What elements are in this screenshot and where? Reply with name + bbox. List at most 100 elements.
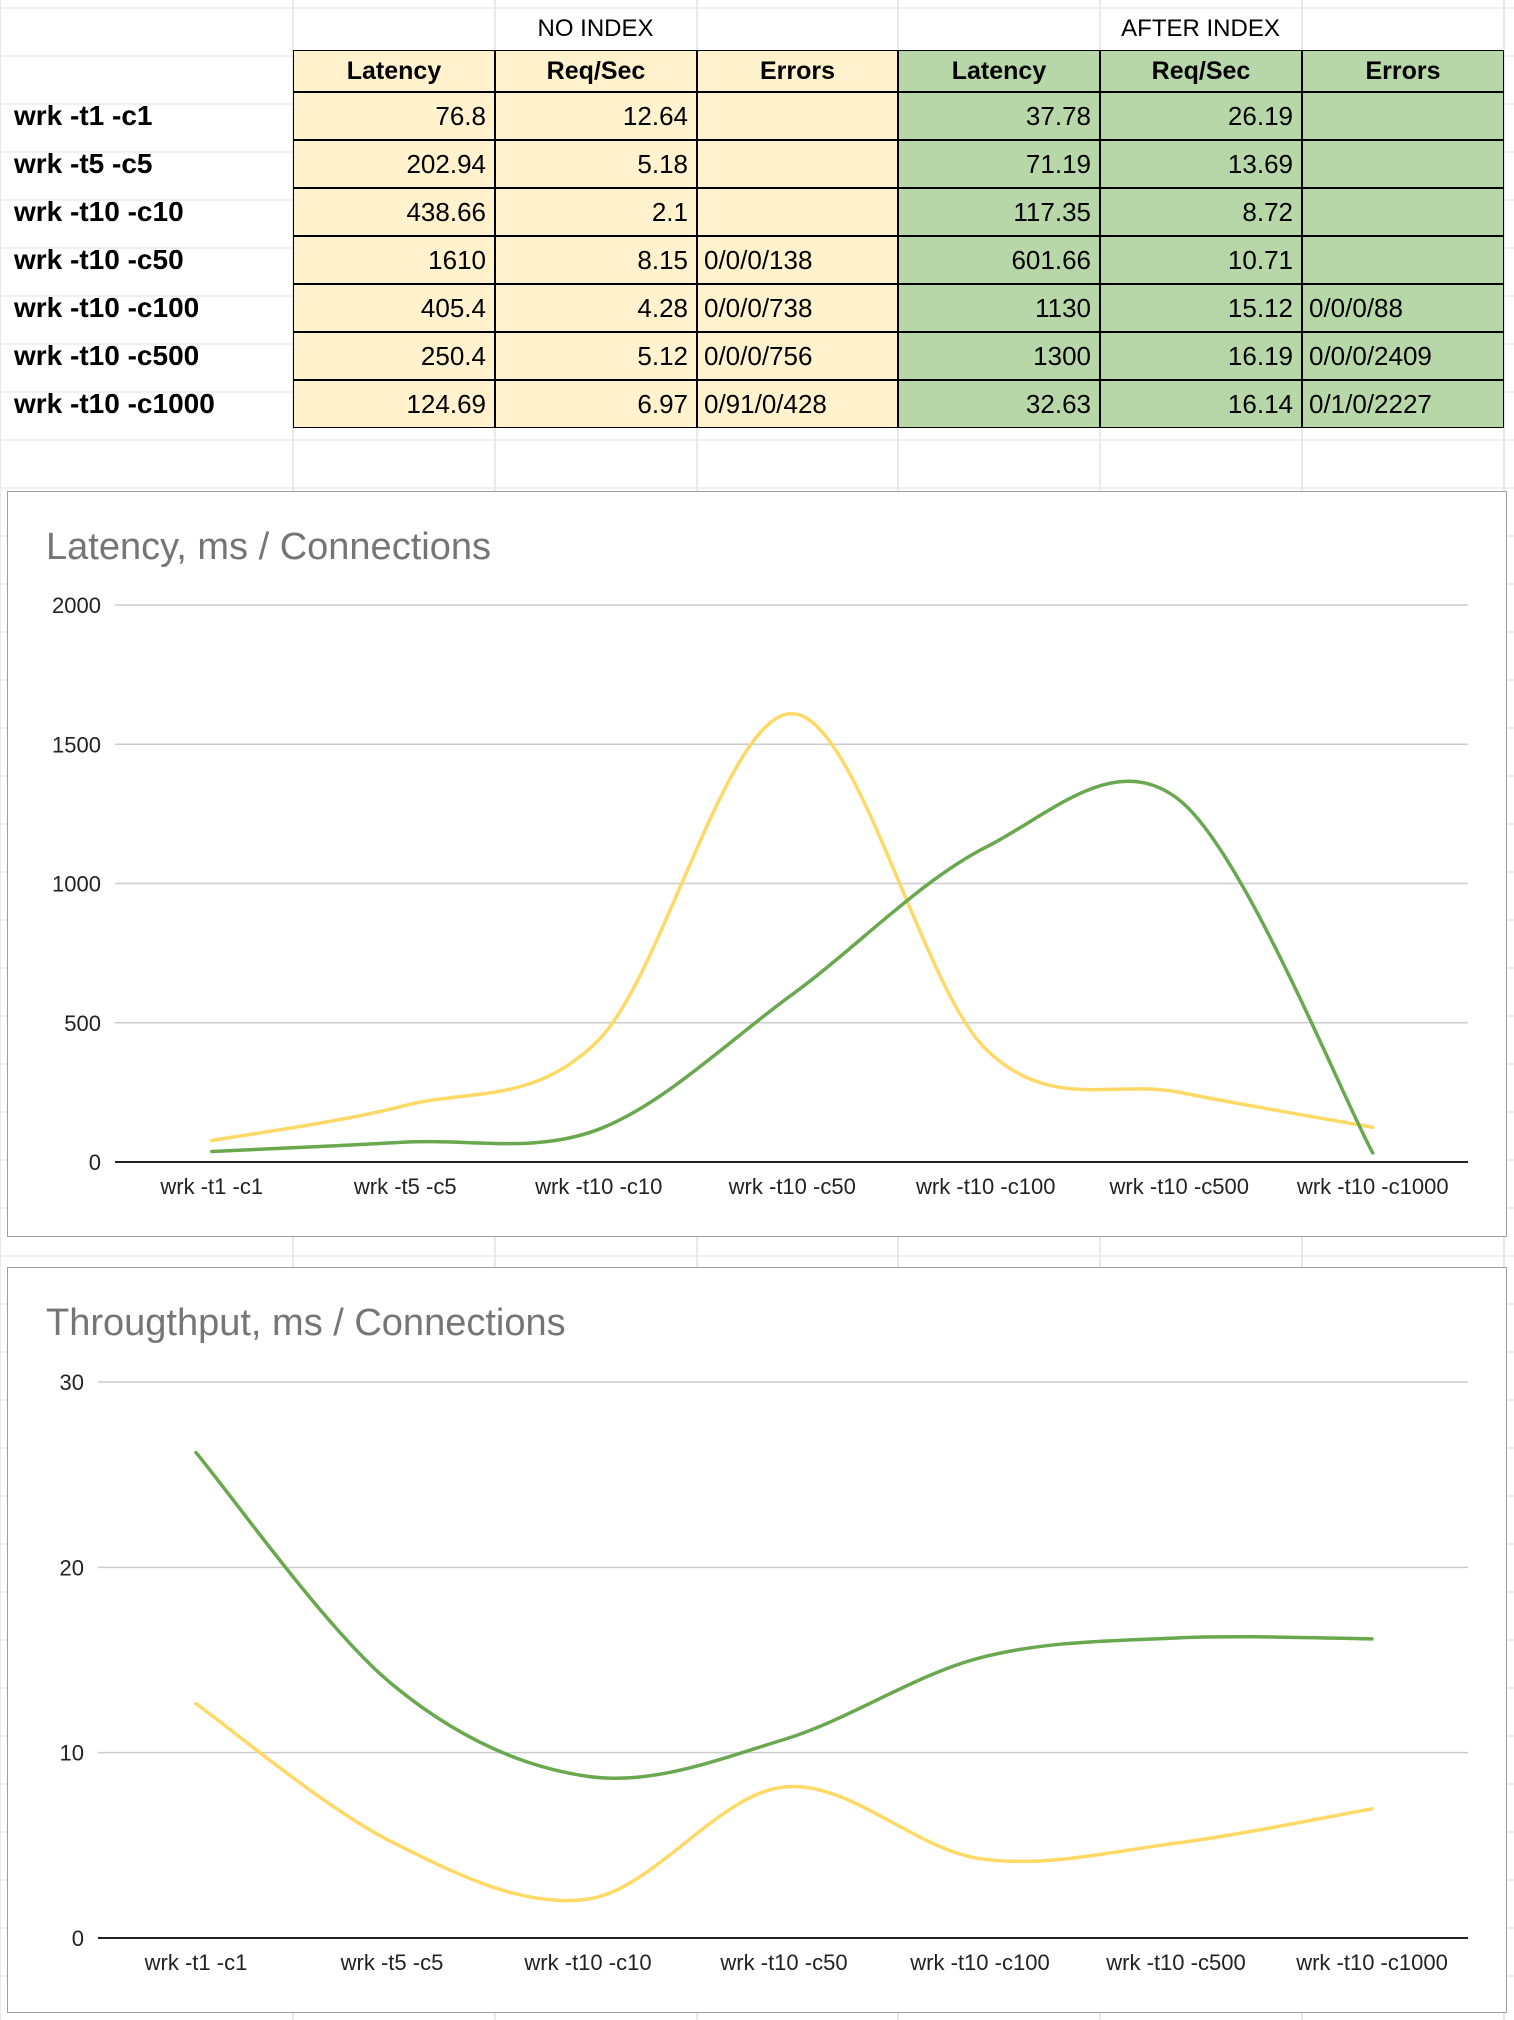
x-tick-label: wrk -t10 -c50 [728,1174,856,1199]
data-point [404,1104,406,1106]
data-point [211,1150,213,1152]
data-point [195,1452,197,1454]
chart-title: Througthput, ms / Connections [46,1302,566,1344]
table-cell: 202.94 [293,140,495,188]
table-cell [1302,140,1504,188]
table-cell: 5.18 [495,140,697,188]
table-cell: 12.64 [495,92,697,140]
table-cell: 16.14 [1100,380,1302,428]
table-cell [697,140,898,188]
table-cell: 0/1/0/2227 [1302,380,1504,428]
series-line-1 [194,1701,1374,1903]
data-point [979,1858,981,1860]
throughput-chart-panel: Througthput, ms / Connections 0 10 20 30 wrk … [7,1267,1507,2013]
x-tick-label: wrk -t10 -c100 [909,1950,1049,1975]
data-point [587,1775,589,1777]
latency-chart: Latency, ms / Connections 0 500 1000 1500 200… [46,526,1468,1199]
y-tick-label: 30 [60,1370,84,1395]
table-cell: 15.12 [1100,284,1302,332]
table-cell: 37.78 [898,92,1100,140]
x-tick-label: wrk -t5 -c5 [340,1950,444,1975]
table-cell: 13.69 [1100,140,1302,188]
table-cell [1302,236,1504,284]
table-cell: 0/0/0/138 [697,236,898,284]
y-tick-label: 10 [60,1741,84,1766]
table-cell: 26.19 [1100,92,1302,140]
row-label: wrk -t5 -c5 [14,148,153,179]
table-cell: 1610 [293,236,495,284]
x-tick-label: wrk -t10 -c10 [534,1174,662,1199]
column-header: Latency [293,50,495,92]
series-line-1 [210,711,1375,1143]
data-point [1372,1152,1374,1154]
x-tick-label: wrk -t1 -c1 [144,1950,248,1975]
data-point [391,1841,393,1843]
data-point [404,1141,406,1143]
table-cell: 601.66 [898,236,1100,284]
data-point [1178,1091,1180,1093]
data-point [598,1039,600,1041]
data-point [791,993,793,995]
data-point [1175,1842,1177,1844]
column-header: Latency [898,50,1100,92]
row-label: wrk -t1 -c1 [14,100,153,131]
throughput-chart: Througthput, ms / Connections 0 10 20 30 wrk … [46,1302,1468,1975]
table-cell: 0/0/0/2409 [1302,332,1504,380]
table-cell: 0/0/0/738 [697,284,898,332]
x-tick-label: wrk -t10 -c10 [523,1950,651,1975]
table-cell: 10.71 [1100,236,1302,284]
x-tick-label: wrk -t10 -c1000 [1295,1950,1448,1975]
data-point [195,1703,197,1705]
y-tick-label: 20 [60,1555,84,1580]
table-cell: 405.4 [293,284,495,332]
x-tick-label: wrk -t10 -c100 [915,1174,1055,1199]
y-tick-label: 500 [64,1011,101,1036]
table-cell: 0/0/0/88 [1302,284,1504,332]
column-header: Req/Sec [1100,50,1302,92]
latency-chart-panel: Latency, ms / Connections 0 500 1000 1500 200… [7,491,1507,1237]
data-point [1371,1638,1373,1640]
column-header: Req/Sec [495,50,697,92]
data-point [1372,1126,1374,1128]
table-cell: 0/0/0/756 [697,332,898,380]
chart-title: Latency, ms / Connections [46,526,491,568]
table-cell [697,92,898,140]
table-cell: 16.19 [1100,332,1302,380]
table-cell: 76.8 [293,92,495,140]
series-line-2 [210,779,1375,1155]
data-point [211,1140,213,1142]
data-point [985,846,987,848]
data-point [783,1739,785,1741]
table-cell: 0/91/0/428 [697,380,898,428]
data-point [791,713,793,715]
data-point [985,1048,987,1050]
x-tick-label: wrk -t10 -c1000 [1296,1174,1449,1199]
y-tick-label: 2000 [52,593,101,618]
x-tick-label: wrk -t1 -c1 [159,1174,263,1199]
data-point [1371,1808,1373,1810]
row-label: wrk -t10 -c10 [14,196,184,227]
row-label: wrk -t10 -c100 [14,292,200,323]
data-point [1175,1637,1177,1639]
column-header: Errors [697,50,898,92]
data-point [587,1898,589,1900]
y-tick-label: 0 [89,1150,101,1175]
x-tick-label: wrk -t10 -c500 [1105,1950,1245,1975]
table-cell: 124.69 [293,380,495,428]
table-cell: 32.63 [898,380,1100,428]
table-cell: 5.12 [495,332,697,380]
table-cell: 117.35 [898,188,1100,236]
group-header-after-index: AFTER INDEX [1121,15,1280,42]
row-label: wrk -t10 -c50 [14,244,184,275]
table-cell: 6.97 [495,380,697,428]
table-cell: 2.1 [495,188,697,236]
y-tick-label: 1500 [52,732,101,757]
column-header: Errors [1302,50,1504,92]
table-cell: 8.72 [1100,188,1302,236]
group-header-no-index: NO INDEX [537,15,654,42]
row-label: wrk -t10 -c1000 [14,388,215,419]
table-cell [697,188,898,236]
table-cell: 1130 [898,284,1100,332]
x-tick-label: wrk -t10 -c500 [1109,1174,1249,1199]
table-cell: 8.15 [495,236,697,284]
